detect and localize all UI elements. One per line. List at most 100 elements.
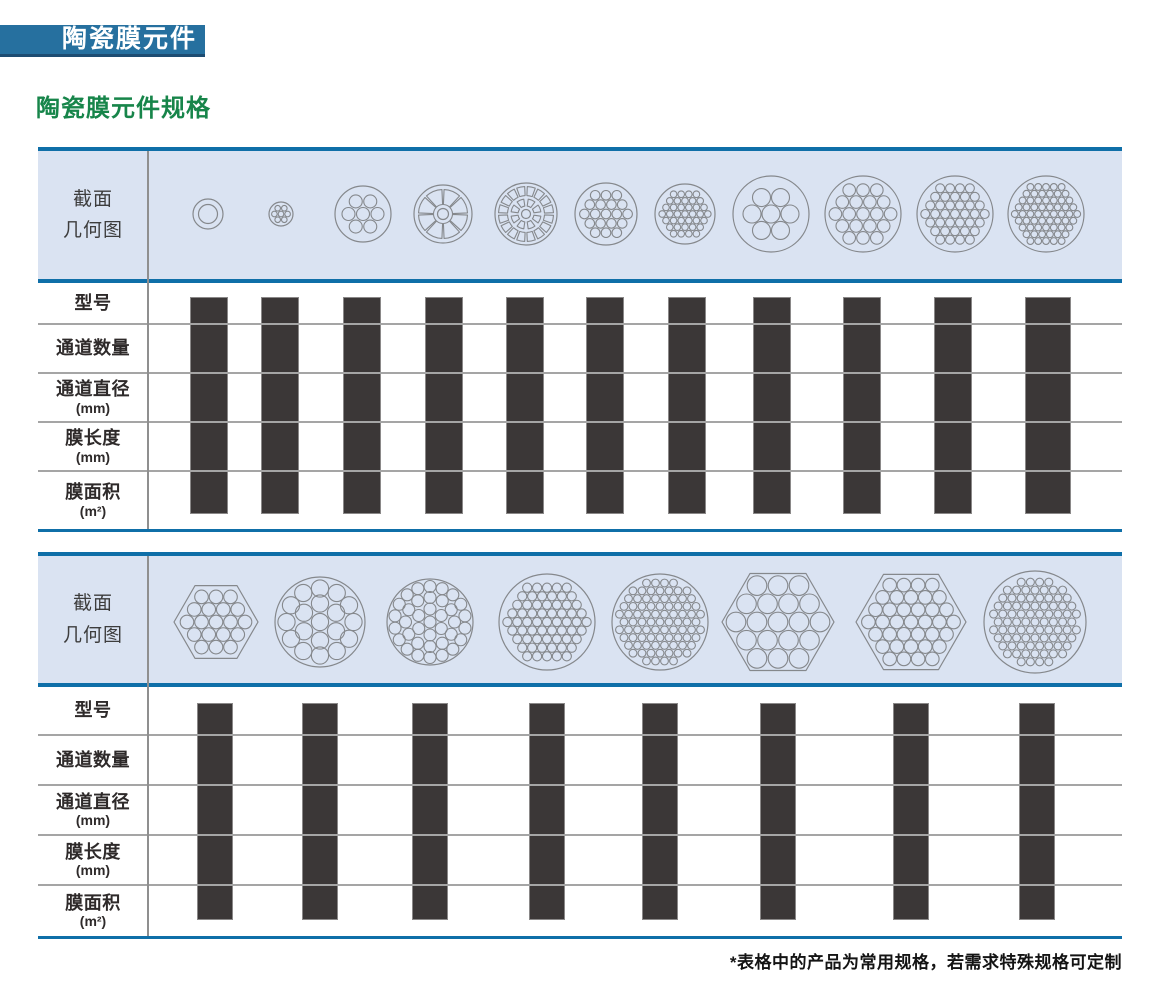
cross-section-7-channel-small [268, 201, 294, 227]
cross-section-diagrams [192, 175, 1085, 253]
row-label-text: 通道直径 [56, 379, 130, 400]
spec-table-large-elements: 截面 几何图 型号 通道数量 通道直径 (mm) 膜长度 (mm) 膜面积 (m²) [38, 552, 1122, 939]
row-label-membrane-length: 膜长度 (mm) [38, 423, 148, 470]
cross-section-61-channel-round [498, 573, 596, 671]
row-label-channel-count: 通道数量 [38, 736, 148, 784]
redacted-value-bar [753, 297, 791, 514]
footnote: *表格中的产品为常用规格，若需求特殊规格可定制 [729, 953, 1122, 972]
label-column-divider [147, 151, 149, 529]
row-label-membrane-area: 膜面积 (m²) [38, 472, 148, 529]
table-bottom-border [38, 936, 1122, 939]
spec-row-membrane-length: 膜长度 (mm) [38, 423, 1122, 472]
cross-section-header-band: 截面 几何图 [38, 151, 1122, 279]
redacted-value-bar [1019, 703, 1055, 920]
redacted-value-bar [1025, 297, 1071, 514]
redacted-value-bar [642, 703, 678, 920]
cross-section-header-label-line: 截面 [72, 593, 113, 615]
cross-section-header-band: 截面 几何图 [38, 556, 1122, 683]
cross-section-19-channel-large [824, 175, 902, 253]
redacted-value-bar [934, 297, 972, 514]
row-label-text: 型号 [74, 292, 112, 313]
redacted-value-bar [586, 297, 624, 514]
row-label-text: 通道数量 [56, 338, 130, 359]
row-label-text: 通道数量 [56, 749, 130, 770]
label-column-divider [147, 556, 149, 936]
redacted-value-bar [343, 297, 381, 514]
cross-section-header-label-line: 几何图 [62, 220, 123, 241]
cross-section-19-channel-round [274, 576, 366, 668]
spec-row-channel-diameter: 通道直径 (mm) [38, 374, 1122, 423]
row-label-channel-diameter: 通道直径 (mm) [38, 374, 148, 421]
cross-section-header-label-line: 截面 [72, 188, 113, 210]
spec-row-channel-count: 通道数量 [38, 736, 1122, 786]
cross-section-19-channel [574, 182, 638, 246]
cross-section-single-channel [192, 198, 224, 230]
cross-section-37-channel [654, 183, 716, 245]
row-label-text: 通道直径 [56, 791, 130, 812]
spec-row-membrane-area: 膜面积 (m²) [38, 472, 1122, 529]
header-bottom-border [38, 683, 1122, 687]
spec-row-channel-diameter: 通道直径 (mm) [38, 786, 1122, 836]
cross-section-7-channel [334, 185, 392, 243]
redacted-value-bar [893, 703, 929, 920]
row-label-unit: (mm) [75, 399, 111, 416]
redacted-value-bar [302, 703, 338, 920]
section-title-bar: 陶瓷膜元件 [0, 25, 205, 57]
spec-rows: 型号 通道数量 通道直径 (mm) 膜长度 (mm) 膜面积 (m²) [38, 283, 1122, 529]
table-top-border [38, 552, 1122, 556]
section-title: 陶瓷膜元件 [62, 25, 198, 53]
cross-section-8-segment-lotus [413, 184, 473, 244]
row-label-text: 型号 [74, 700, 112, 721]
row-label-unit: (mm) [75, 448, 111, 465]
cross-section-header-label: 截面 几何图 [38, 556, 148, 683]
cross-section-diagrams [173, 570, 1087, 674]
row-label-channel-count: 通道数量 [38, 325, 148, 372]
spec-row-membrane-area: 膜面积 (m²) [38, 886, 1122, 936]
cross-section-hex-19-channel-large [721, 572, 835, 672]
cross-section-radial-segments [494, 182, 558, 246]
cross-section-7-channel-large [732, 175, 810, 253]
redacted-value-bar [668, 297, 706, 514]
cross-section-91-channel-round [983, 570, 1087, 674]
row-label-model: 型号 [38, 687, 148, 734]
row-label-channel-diameter: 通道直径 (mm) [38, 786, 148, 834]
table-bottom-border [38, 529, 1122, 532]
row-label-unit: (mm) [75, 862, 111, 879]
row-label-text: 膜长度 [65, 428, 121, 449]
cross-section-header-label: 截面 几何图 [38, 151, 148, 279]
spec-row-membrane-length: 膜长度 (mm) [38, 836, 1122, 886]
spec-table-round-elements: 截面 几何图 型号 通道数量 通道直径 (mm) 膜长度 (mm) 膜面积 (m²) [38, 147, 1122, 532]
spec-rows: 型号 通道数量 通道直径 (mm) 膜长度 (mm) 膜面积 (m²) [38, 687, 1122, 936]
cross-section-header-label-line: 几何图 [62, 624, 123, 646]
table-top-border [38, 147, 1122, 151]
redacted-value-bar [197, 703, 233, 920]
row-label-unit: (m²) [79, 913, 107, 930]
row-label-text: 膜面积 [65, 482, 121, 503]
spec-row-model: 型号 [38, 283, 1122, 325]
redacted-value-bar [506, 297, 544, 514]
row-label-membrane-area: 膜面积 (m²) [38, 886, 148, 936]
redacted-value-bar [843, 297, 881, 514]
row-label-text: 膜长度 [65, 841, 121, 862]
cross-section-61-channel-large [1007, 175, 1085, 253]
spec-row-model: 型号 [38, 687, 1122, 736]
row-label-unit: (m²) [79, 502, 107, 519]
row-label-text: 膜面积 [65, 892, 121, 913]
cross-section-hex-37-channel [855, 573, 967, 671]
cross-section-85-channel-round [611, 573, 709, 671]
cross-section-hex-19-channel [173, 585, 259, 659]
redacted-value-bar [412, 703, 448, 920]
cross-section-37-channel-large [916, 175, 994, 253]
row-label-unit: (mm) [75, 812, 111, 829]
row-label-membrane-length: 膜长度 (mm) [38, 836, 148, 884]
redacted-value-bar [760, 703, 796, 920]
redacted-value-bar [190, 297, 228, 514]
cross-section-37-channel-round [386, 578, 474, 666]
redacted-value-bar [529, 703, 565, 920]
row-label-model: 型号 [38, 283, 148, 323]
redacted-value-bar [261, 297, 299, 514]
page-subtitle: 陶瓷膜元件规格 [36, 95, 211, 122]
spec-row-channel-count: 通道数量 [38, 325, 1122, 374]
redacted-value-bar [425, 297, 463, 514]
